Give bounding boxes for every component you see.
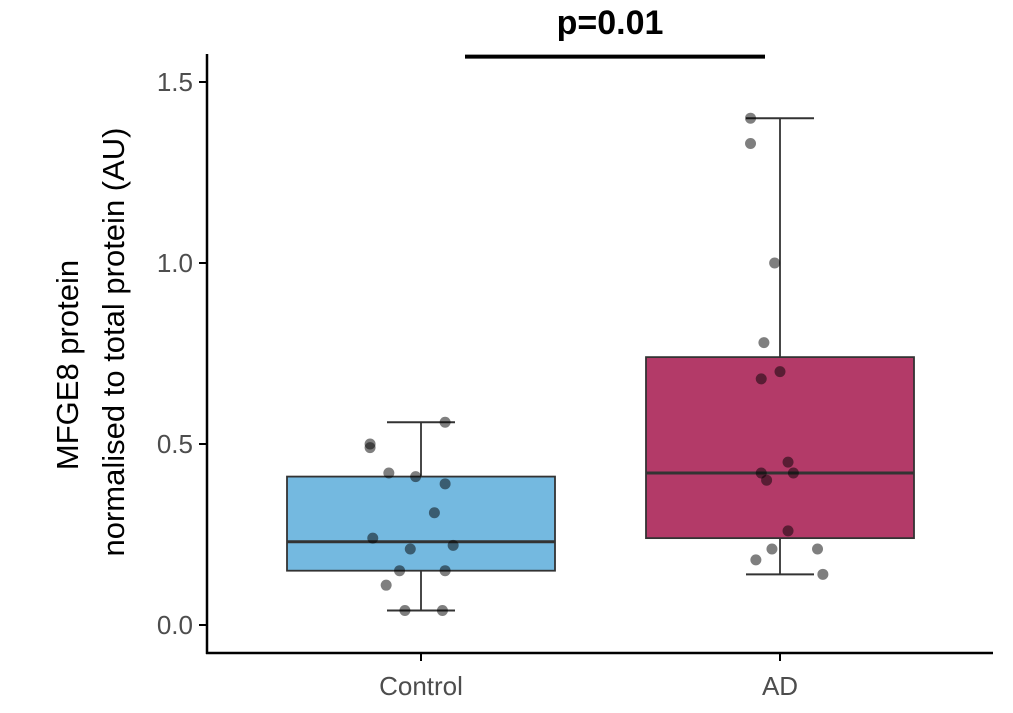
y-ticks-layer: 0.0 0.5 1.0 1.5 xyxy=(157,67,207,640)
data-point xyxy=(383,467,395,479)
y-tick-label: 1.0 xyxy=(157,248,193,278)
points-layer xyxy=(364,112,829,617)
box-ad xyxy=(645,356,915,540)
y-tick-label: 1.5 xyxy=(157,67,193,97)
data-point xyxy=(439,416,451,428)
x-tick-label: AD xyxy=(762,671,798,701)
data-point xyxy=(436,605,448,617)
data-point xyxy=(439,478,451,490)
data-point xyxy=(817,568,829,580)
data-point xyxy=(758,337,770,349)
data-point xyxy=(761,474,773,486)
data-point xyxy=(766,543,778,555)
data-point xyxy=(755,373,767,385)
data-point xyxy=(745,138,757,150)
y-axis-title-line1: MFGE8 protein xyxy=(50,260,85,470)
data-point xyxy=(428,507,440,519)
box-control xyxy=(286,475,556,572)
data-point xyxy=(447,539,459,551)
data-point xyxy=(394,565,406,577)
boxes-layer xyxy=(286,117,915,612)
data-point xyxy=(782,525,794,537)
data-point xyxy=(750,554,762,566)
data-point xyxy=(787,467,799,479)
data-point xyxy=(364,442,376,454)
data-point xyxy=(812,543,824,555)
significance-label: p=0.01 xyxy=(557,4,664,42)
data-point xyxy=(745,112,757,124)
data-point xyxy=(410,471,422,483)
y-tick-label: 0.5 xyxy=(157,429,193,459)
x-tick-label: Control xyxy=(379,671,463,701)
data-point xyxy=(367,532,379,544)
x-ticks-layer: Control AD xyxy=(379,653,798,701)
y-axis-title-line2: normalised to total protein (AU) xyxy=(96,127,131,556)
data-point xyxy=(774,366,786,378)
data-point xyxy=(399,605,411,617)
data-point xyxy=(439,565,451,577)
data-point xyxy=(404,543,416,555)
data-point xyxy=(782,456,794,468)
data-point xyxy=(380,579,392,591)
data-point xyxy=(769,257,781,269)
y-tick-label: 0.0 xyxy=(157,610,193,640)
